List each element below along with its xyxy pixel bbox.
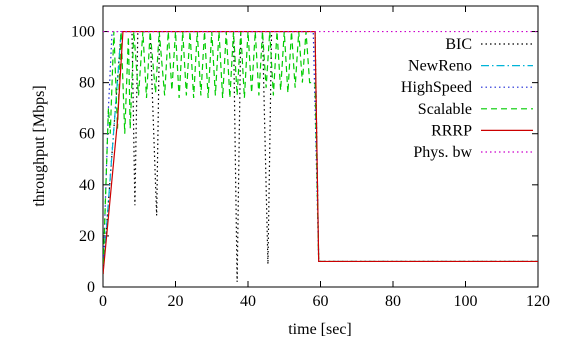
legend-label: RRRP bbox=[431, 122, 472, 139]
y-axis-label: throughput [Mbps] bbox=[31, 85, 48, 206]
series-line-rrrp bbox=[103, 30, 538, 275]
y-tick-label: 60 bbox=[79, 126, 95, 143]
series-line-newreno bbox=[103, 30, 538, 275]
x-axis-label: time [sec] bbox=[288, 321, 352, 338]
legend-label: BIC bbox=[445, 36, 472, 53]
series-group bbox=[103, 30, 538, 282]
legend-label: NewReno bbox=[408, 58, 472, 75]
y-tick-label: 0 bbox=[87, 279, 95, 296]
axis-ticks: 0 20 40 60 80 100 120 0 20 40 60 80 100 bbox=[71, 6, 550, 310]
x-tick-label: 120 bbox=[526, 293, 550, 310]
x-tick-label: 80 bbox=[385, 293, 401, 310]
series-line-highspeed bbox=[103, 30, 538, 275]
legend-label: Scalable bbox=[418, 101, 472, 118]
y-tick-label: 40 bbox=[79, 177, 95, 194]
x-tick-label: 60 bbox=[313, 293, 329, 310]
legend-label: HighSpeed bbox=[401, 79, 472, 96]
y-tick-label: 100 bbox=[71, 24, 95, 41]
series-line-scalable bbox=[103, 31, 538, 275]
x-tick-label: 20 bbox=[168, 293, 184, 310]
plot-frame bbox=[102, 5, 539, 288]
y-tick-label: 20 bbox=[79, 228, 95, 245]
x-tick-label: 0 bbox=[99, 293, 107, 310]
y-tick-label: 80 bbox=[79, 75, 95, 92]
legend: BIC NewReno HighSpeed Scalable RRRP Phys. bw bbox=[401, 36, 533, 161]
series-line-bic bbox=[103, 30, 538, 282]
legend-label: Phys. bw bbox=[413, 144, 472, 161]
x-tick-label: 100 bbox=[454, 293, 478, 310]
x-tick-label: 40 bbox=[240, 293, 256, 310]
